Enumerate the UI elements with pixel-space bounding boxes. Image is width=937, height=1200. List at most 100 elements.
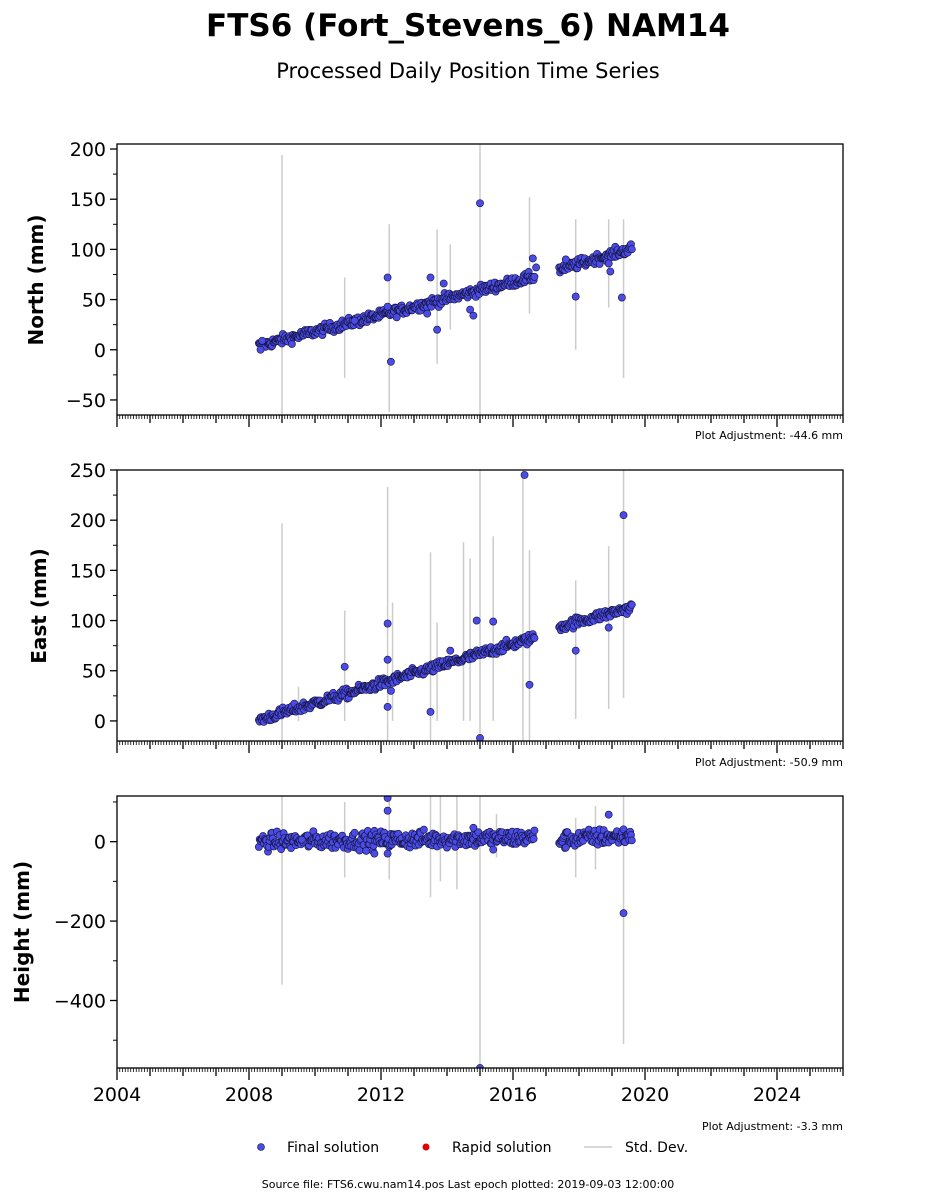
east-ytick-label: 250	[70, 460, 106, 482]
east-plot-area	[254, 470, 636, 741]
height-ylabel: Height (mm)	[10, 861, 34, 1003]
height-xtick-label: 2012	[357, 1084, 405, 1106]
height-data-point	[419, 825, 428, 834]
height-outlier-point	[383, 796, 392, 802]
east-outlier-point	[525, 680, 534, 689]
east-outlier-point	[340, 662, 349, 671]
legend: Final solution Rapid solution Std. Dev.	[257, 1140, 688, 1156]
east-outlier-point	[571, 646, 580, 655]
east-outlier-point	[472, 616, 481, 625]
north-ytick-label: 50	[82, 290, 106, 312]
height-outlier-point	[604, 810, 613, 819]
height-outlier-point	[383, 849, 392, 858]
legend-rapid-label: Rapid solution	[452, 1140, 552, 1156]
north-adjustment: Plot Adjustment: -44.6 mm	[695, 429, 843, 442]
east-outlier-point	[383, 619, 392, 628]
north-ylabel: North (mm)	[24, 214, 48, 345]
north-outlier-point	[476, 199, 484, 208]
chart-subtitle: Processed Daily Position Time Series	[276, 59, 660, 83]
north-outlier-point	[561, 255, 570, 264]
north-outlier-point	[618, 293, 626, 302]
east-ytick-label: 100	[70, 611, 106, 633]
north-outlier-point	[426, 273, 435, 282]
east-outlier-point	[446, 646, 455, 655]
legend-rapid-marker	[422, 1143, 430, 1151]
north-data-point	[530, 272, 539, 281]
east-panel: East (mm) Plot Adjustment: -50.9 mm 0 50 1…	[27, 460, 844, 769]
east-outlier-point	[476, 734, 484, 741]
height-xtick-label: 2024	[753, 1084, 801, 1106]
height-outlier-point	[476, 1064, 484, 1068]
height-plot-area	[254, 796, 636, 1068]
north-outlier-point	[466, 305, 474, 314]
north-outlier-point	[606, 267, 615, 276]
height-data-point	[350, 828, 359, 837]
east-outlier-point	[604, 623, 613, 632]
north-outlier-point	[383, 273, 392, 282]
legend-final-marker	[257, 1143, 265, 1151]
height-adjustment: Plot Adjustment: -3.3 mm	[702, 1120, 843, 1133]
north-ytick-label: −50	[66, 390, 106, 412]
north-ytick-label: 100	[70, 239, 106, 261]
east-data-point	[530, 634, 539, 643]
north-data-point	[392, 313, 401, 322]
north-outlier-point	[256, 345, 265, 354]
north-plot-area	[254, 144, 636, 415]
north-outlier-point	[433, 325, 441, 334]
height-ytick-label: 0	[94, 832, 106, 854]
north-ytick-label: 0	[94, 340, 106, 362]
height-outlier-point	[297, 835, 306, 844]
north-outlier-point	[383, 302, 392, 311]
north-outlier-point	[423, 309, 432, 318]
height-xtick-label: 2016	[489, 1084, 537, 1106]
height-xtick-label: 2008	[225, 1084, 273, 1106]
north-data-point	[287, 340, 296, 348]
east-outlier-point	[426, 707, 435, 716]
height-ytick-label: −400	[54, 990, 106, 1012]
height-outlier-point	[383, 806, 392, 815]
east-ytick-label: 0	[94, 711, 106, 733]
north-outlier-point	[532, 263, 540, 272]
north-outlier-point	[350, 316, 359, 325]
height-outlier-point	[370, 849, 379, 858]
height-outlier-point	[619, 909, 628, 918]
east-data-point	[627, 600, 636, 609]
east-ytick-label: 50	[82, 661, 106, 683]
east-ylabel: East (mm)	[27, 548, 51, 664]
east-ytick-label: 150	[70, 560, 106, 582]
north-outlier-point	[386, 357, 395, 366]
east-outlier-point	[489, 617, 498, 626]
east-adjustment: Plot Adjustment: -50.9 mm	[695, 756, 843, 769]
height-data-point	[530, 826, 539, 835]
height-data-point	[627, 836, 636, 845]
east-outlier-point	[386, 686, 395, 695]
source-footer: Source file: FTS6.cwu.nam14.pos Last epo…	[262, 1178, 675, 1191]
north-outlier-point	[469, 311, 478, 320]
north-outlier-point	[439, 279, 448, 288]
chart-title: FTS6 (Fort_Stevens_6) NAM14	[206, 8, 730, 44]
height-xtick-label: 2020	[621, 1084, 669, 1106]
north-outlier-point	[258, 336, 267, 345]
height-data-point	[362, 846, 371, 855]
east-outlier-point	[383, 702, 392, 711]
height-xtick-label: 2004	[93, 1084, 141, 1106]
east-outlier-point	[619, 511, 628, 520]
height-outlier-point	[561, 843, 570, 852]
legend-stddev-label: Std. Dev.	[625, 1140, 688, 1156]
legend-final-label: Final solution	[287, 1140, 379, 1156]
north-data-point	[627, 245, 636, 254]
height-ytick-label: −200	[54, 911, 106, 933]
height-outlier-point	[469, 823, 478, 832]
north-ytick-label: 200	[70, 139, 106, 161]
north-outlier-point	[571, 292, 580, 301]
height-outlier-point	[489, 845, 498, 854]
north-outlier-point	[528, 254, 537, 263]
east-outlier-point	[520, 471, 529, 479]
north-outlier-point	[604, 259, 613, 268]
height-data-point	[529, 835, 538, 843]
east-outlier-point	[383, 655, 392, 664]
height-panel: Height (mm) Plot Adjustment: -3.3 mm −40…	[10, 795, 844, 1133]
east-ytick-label: 200	[70, 510, 106, 532]
north-ytick-label: 150	[70, 189, 106, 211]
